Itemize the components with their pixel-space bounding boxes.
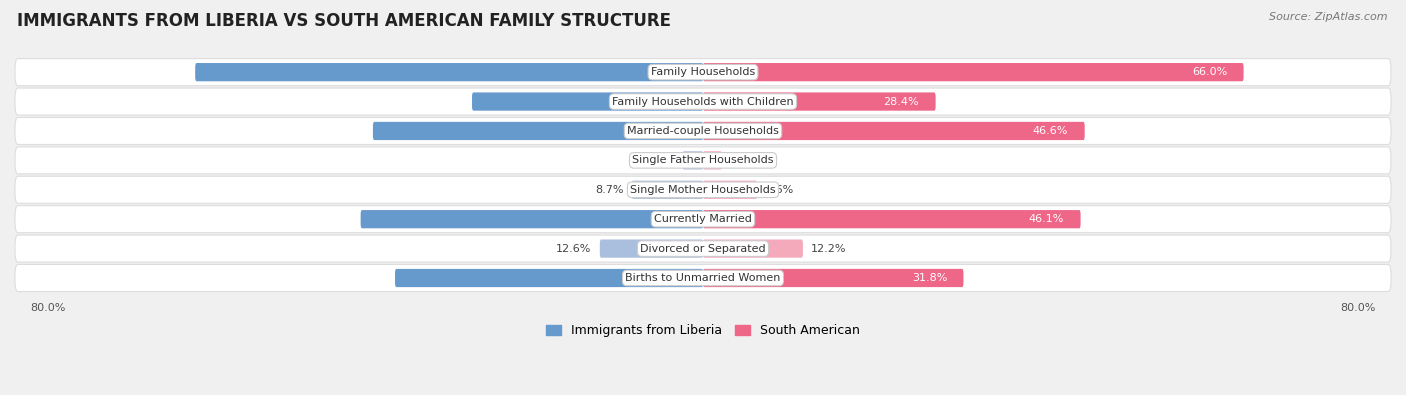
Text: 12.2%: 12.2% [811, 244, 846, 254]
Text: Married-couple Households: Married-couple Households [627, 126, 779, 136]
FancyBboxPatch shape [703, 269, 963, 287]
FancyBboxPatch shape [15, 88, 1391, 115]
FancyBboxPatch shape [703, 151, 721, 169]
FancyBboxPatch shape [15, 265, 1391, 292]
Text: Family Households: Family Households [651, 67, 755, 77]
Legend: Immigrants from Liberia, South American: Immigrants from Liberia, South American [541, 320, 865, 342]
Text: 2.3%: 2.3% [730, 155, 758, 166]
Text: 40.3%: 40.3% [686, 126, 723, 136]
FancyBboxPatch shape [373, 122, 703, 140]
FancyBboxPatch shape [682, 151, 703, 169]
FancyBboxPatch shape [15, 235, 1391, 262]
FancyBboxPatch shape [703, 92, 935, 111]
FancyBboxPatch shape [472, 92, 703, 111]
Text: 12.6%: 12.6% [557, 244, 592, 254]
FancyBboxPatch shape [15, 147, 1391, 174]
Text: 2.5%: 2.5% [645, 155, 675, 166]
FancyBboxPatch shape [703, 181, 756, 199]
FancyBboxPatch shape [15, 176, 1391, 203]
Text: 8.7%: 8.7% [595, 185, 623, 195]
Text: 6.6%: 6.6% [765, 185, 793, 195]
FancyBboxPatch shape [631, 181, 703, 199]
Text: Single Mother Households: Single Mother Households [630, 185, 776, 195]
Text: 28.2%: 28.2% [686, 96, 723, 107]
Text: 46.6%: 46.6% [1033, 126, 1069, 136]
FancyBboxPatch shape [15, 206, 1391, 233]
FancyBboxPatch shape [703, 210, 1081, 228]
FancyBboxPatch shape [15, 58, 1391, 86]
Text: 31.8%: 31.8% [911, 273, 948, 283]
Text: Family Households with Children: Family Households with Children [612, 96, 794, 107]
Text: Currently Married: Currently Married [654, 214, 752, 224]
FancyBboxPatch shape [703, 122, 1084, 140]
FancyBboxPatch shape [395, 269, 703, 287]
Text: Divorced or Separated: Divorced or Separated [640, 244, 766, 254]
Text: 46.1%: 46.1% [1029, 214, 1064, 224]
Text: 37.6%: 37.6% [686, 273, 723, 283]
FancyBboxPatch shape [15, 117, 1391, 145]
Text: 28.4%: 28.4% [883, 96, 920, 107]
FancyBboxPatch shape [703, 239, 803, 258]
Text: Source: ZipAtlas.com: Source: ZipAtlas.com [1270, 12, 1388, 22]
FancyBboxPatch shape [195, 63, 703, 81]
Text: 62.0%: 62.0% [686, 67, 723, 77]
Text: Births to Unmarried Women: Births to Unmarried Women [626, 273, 780, 283]
FancyBboxPatch shape [600, 239, 703, 258]
Text: Single Father Households: Single Father Households [633, 155, 773, 166]
Text: IMMIGRANTS FROM LIBERIA VS SOUTH AMERICAN FAMILY STRUCTURE: IMMIGRANTS FROM LIBERIA VS SOUTH AMERICA… [17, 12, 671, 30]
Text: 41.8%: 41.8% [686, 214, 723, 224]
FancyBboxPatch shape [360, 210, 703, 228]
Text: 66.0%: 66.0% [1192, 67, 1227, 77]
FancyBboxPatch shape [703, 63, 1243, 81]
